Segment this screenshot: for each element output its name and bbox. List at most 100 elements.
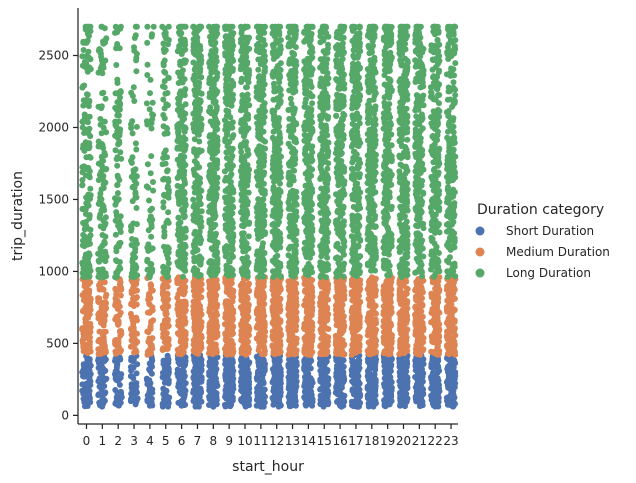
- short-duration-point: [95, 392, 102, 399]
- short-duration-point: [258, 361, 265, 368]
- long-duration-point: [197, 224, 204, 231]
- long-duration-point: [176, 23, 183, 30]
- long-duration-point: [239, 34, 246, 41]
- long-duration-point: [226, 213, 233, 220]
- long-duration-point: [272, 232, 279, 239]
- long-duration-point: [286, 23, 293, 30]
- long-duration-point: [114, 128, 121, 135]
- long-duration-point: [214, 257, 221, 264]
- long-duration-point: [241, 215, 248, 222]
- long-duration-point: [95, 138, 102, 145]
- long-duration-point: [165, 191, 172, 198]
- short-duration-point: [273, 357, 280, 364]
- long-duration-point: [272, 169, 279, 175]
- medium-duration-point: [174, 294, 181, 301]
- medium-duration-point: [133, 301, 140, 308]
- short-duration-point: [134, 395, 141, 402]
- medium-duration-point: [230, 287, 237, 294]
- long-duration-point: [226, 62, 232, 69]
- long-duration-point: [261, 258, 268, 265]
- long-duration-point: [162, 90, 169, 97]
- long-duration-point: [193, 127, 200, 134]
- short-duration-point: [101, 368, 108, 375]
- long-duration-point: [242, 248, 249, 255]
- long-duration-point: [272, 151, 279, 158]
- long-duration-point: [182, 101, 189, 108]
- long-duration-point: [114, 80, 121, 86]
- long-duration-point: [270, 207, 277, 214]
- short-duration-point: [226, 365, 233, 372]
- short-duration-point: [275, 403, 282, 410]
- long-duration-point: [274, 62, 281, 69]
- long-duration-point: [98, 196, 105, 203]
- long-duration-point: [164, 183, 171, 190]
- long-duration-point: [223, 76, 230, 83]
- medium-duration-point: [147, 323, 154, 330]
- short-duration-point: [134, 361, 141, 368]
- medium-duration-point: [209, 315, 216, 322]
- long-duration-point: [214, 88, 221, 95]
- short-duration-point: [128, 354, 135, 361]
- long-duration-point: [87, 56, 94, 63]
- long-duration-point: [79, 145, 86, 152]
- long-duration-point: [178, 207, 185, 214]
- long-duration-point: [86, 168, 93, 175]
- long-duration-point: [97, 223, 104, 230]
- medium-duration-point: [190, 308, 197, 315]
- long-duration-point: [85, 130, 92, 137]
- medium-duration-point: [206, 285, 213, 292]
- medium-duration-point: [191, 292, 198, 299]
- medium-duration-point: [97, 279, 104, 286]
- medium-duration-point: [101, 348, 108, 355]
- long-duration-point: [225, 38, 232, 44]
- short-duration-point: [195, 403, 202, 410]
- long-duration-point: [82, 172, 89, 179]
- long-duration-point: [131, 98, 138, 104]
- long-duration-point: [278, 153, 284, 160]
- long-duration-point: [150, 179, 156, 185]
- long-duration-point: [253, 204, 260, 211]
- long-duration-point: [196, 179, 203, 185]
- short-duration-point: [127, 364, 134, 370]
- long-duration-point: [256, 23, 263, 30]
- long-duration-point: [102, 95, 109, 102]
- long-duration-point: [148, 120, 155, 127]
- medium-duration-point: [198, 294, 205, 301]
- long-duration-point: [163, 125, 170, 131]
- long-duration-point: [254, 46, 260, 53]
- long-duration-point: [292, 34, 299, 41]
- long-duration-point: [117, 94, 123, 101]
- long-duration-point: [277, 180, 283, 187]
- long-duration-point: [85, 48, 92, 55]
- medium-duration-point: [192, 298, 199, 305]
- short-duration-point: [208, 383, 214, 389]
- long-duration-point: [96, 258, 103, 265]
- long-duration-point: [208, 236, 214, 243]
- long-duration-point: [159, 83, 166, 90]
- long-duration-point: [289, 243, 296, 250]
- long-duration-point: [102, 248, 109, 255]
- medium-duration-point: [270, 333, 277, 340]
- long-duration-point: [174, 175, 181, 181]
- long-duration-point: [160, 112, 167, 118]
- long-duration-point: [241, 206, 248, 213]
- medium-duration-point: [128, 301, 135, 308]
- long-duration-point: [274, 37, 281, 44]
- short-duration-point: [80, 395, 87, 402]
- long-duration-point: [116, 218, 123, 225]
- medium-duration-point: [85, 281, 92, 288]
- long-duration-point: [291, 249, 298, 256]
- medium-duration-point: [85, 332, 92, 339]
- short-duration-point: [239, 381, 246, 388]
- short-duration-point: [223, 394, 230, 401]
- short-duration-point: [287, 384, 294, 391]
- long-duration-point: [275, 215, 282, 222]
- long-duration-point: [225, 101, 231, 107]
- medium-duration-point: [182, 284, 189, 291]
- long-duration-point: [274, 252, 281, 259]
- medium-duration-point: [277, 319, 284, 325]
- long-duration-point: [114, 154, 121, 161]
- short-duration-point: [213, 375, 219, 382]
- medium-duration-point: [292, 319, 299, 325]
- long-duration-point: [133, 221, 140, 228]
